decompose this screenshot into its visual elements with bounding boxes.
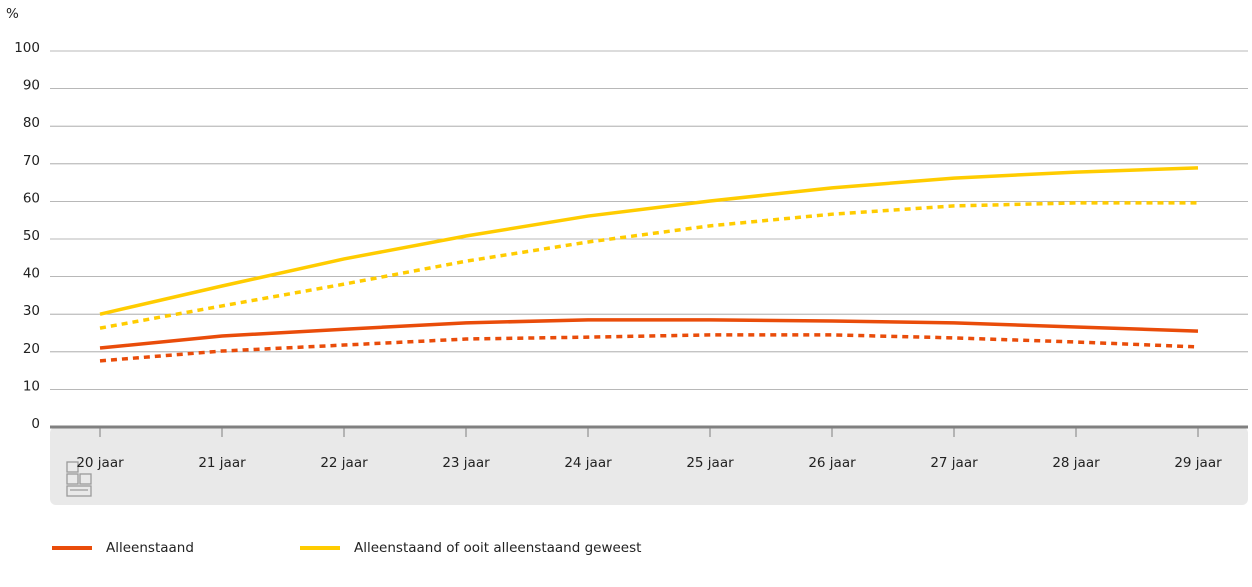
y-tick-label: 20: [23, 341, 40, 357]
y-tick-label: 0: [31, 416, 40, 432]
legend-swatch: [300, 546, 340, 550]
y-tick-label: 70: [23, 153, 40, 169]
y-tick-label: 40: [23, 266, 40, 282]
legend-label: Alleenstaand: [106, 540, 194, 556]
y-tick-label: 50: [23, 228, 40, 244]
y-tick-label: 100: [14, 40, 40, 56]
y-tick-label: 80: [23, 115, 40, 131]
logo: [66, 461, 92, 497]
x-tick-label: 25 jaar: [686, 455, 734, 471]
x-tick-label: 24 jaar: [564, 455, 612, 471]
x-axis-band: [50, 427, 1248, 505]
y-tick-label: 90: [23, 78, 40, 94]
line-series: [99, 318, 1199, 350]
legend-swatch: [52, 546, 92, 550]
x-tick-label: 29 jaar: [1174, 455, 1222, 471]
y-tick-label: 10: [23, 378, 40, 394]
x-tick-label: 23 jaar: [442, 455, 490, 471]
y-tick-label: 60: [23, 190, 40, 206]
x-tick-label: 28 jaar: [1052, 455, 1100, 471]
y-tick-label: 30: [23, 303, 40, 319]
line-series: [99, 166, 1199, 316]
x-tick-label: 20 jaar: [76, 455, 124, 471]
y-axis-label: %: [6, 6, 19, 22]
x-tick-label: 27 jaar: [930, 455, 978, 471]
x-tick-label: 21 jaar: [198, 455, 246, 471]
line-series: [99, 333, 1199, 363]
line-series: [99, 201, 1198, 330]
legend-label: Alleenstaand of ooit alleenstaand gewees…: [354, 540, 641, 556]
x-tick-label: 26 jaar: [808, 455, 856, 471]
x-tick-label: 22 jaar: [320, 455, 368, 471]
